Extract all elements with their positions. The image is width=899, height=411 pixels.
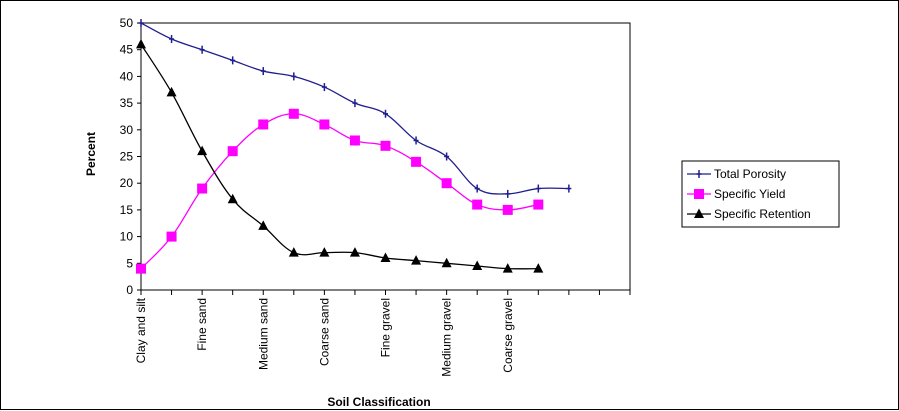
triangle-marker bbox=[319, 247, 330, 257]
plus-marker bbox=[352, 99, 358, 108]
y-tick-label: 30 bbox=[120, 123, 134, 137]
plus-marker bbox=[169, 35, 175, 44]
square-marker bbox=[227, 146, 238, 157]
square-marker bbox=[694, 189, 704, 199]
y-tick-label: 20 bbox=[120, 176, 134, 190]
square-marker bbox=[472, 199, 483, 210]
y-tick-label: 40 bbox=[120, 69, 134, 83]
plus-marker bbox=[474, 184, 480, 193]
x-category-label: Medium gravel bbox=[440, 298, 454, 377]
legend-item: Total Porosity bbox=[687, 167, 786, 181]
square-marker bbox=[411, 156, 422, 167]
legend-label: Specific Yield bbox=[714, 187, 785, 201]
x-category-label: Coarse gravel bbox=[501, 298, 515, 373]
square-marker bbox=[441, 178, 452, 189]
x-category-label: Fine gravel bbox=[379, 298, 393, 357]
x-category-label: Medium sand bbox=[256, 298, 270, 370]
triangle-marker bbox=[349, 247, 360, 257]
triangle-marker bbox=[380, 252, 391, 262]
y-tick-label: 0 bbox=[126, 283, 133, 297]
x-axis-title: Soil Classification bbox=[327, 395, 430, 409]
plus-marker bbox=[199, 45, 205, 54]
plus-marker bbox=[535, 184, 541, 193]
triangle-marker bbox=[533, 263, 544, 273]
x-axis: Clay and silt Fine sand Medium sand Coarse … bbox=[134, 290, 631, 377]
square-marker bbox=[502, 204, 513, 215]
plus-marker bbox=[566, 184, 572, 193]
plot-area-border bbox=[140, 22, 631, 291]
plus-marker bbox=[260, 67, 266, 76]
plus-marker bbox=[505, 189, 511, 198]
legend-label: Total Porosity bbox=[714, 167, 786, 181]
plus-marker bbox=[291, 72, 297, 81]
y-tick-label: 50 bbox=[120, 16, 134, 30]
triangle-marker bbox=[166, 86, 177, 97]
plus-marker bbox=[138, 19, 144, 27]
legend-item: Specific Retention bbox=[687, 207, 811, 221]
y-tick-label: 10 bbox=[120, 230, 134, 244]
plot-area bbox=[140, 22, 631, 291]
legend-item: Specific Yield bbox=[687, 187, 785, 201]
plus-marker bbox=[696, 170, 702, 178]
y-tick-label: 15 bbox=[120, 203, 134, 217]
square-marker bbox=[319, 119, 330, 130]
plus-marker bbox=[321, 83, 327, 92]
y-axis: 0 5 10 15 20 25 30 35 40 45 50 bbox=[120, 16, 141, 297]
triangle-marker bbox=[197, 145, 208, 156]
triangle-marker bbox=[258, 220, 269, 230]
triangle-marker bbox=[441, 257, 452, 268]
square-marker bbox=[197, 183, 208, 194]
triangle-marker bbox=[472, 260, 483, 270]
x-category-label: Fine sand bbox=[195, 298, 209, 351]
square-marker bbox=[288, 108, 299, 119]
legend-label: Specific Retention bbox=[714, 207, 811, 221]
square-marker bbox=[349, 135, 360, 146]
y-axis-title: Percent bbox=[84, 132, 98, 176]
y-tick-label: 25 bbox=[120, 150, 134, 164]
y-tick-label: 35 bbox=[120, 96, 134, 110]
plus-marker bbox=[230, 56, 236, 65]
x-category-label: Coarse sand bbox=[317, 298, 331, 366]
triangle-marker bbox=[288, 247, 299, 257]
legend: Total Porosity Specific Yield Specific Ret… bbox=[681, 160, 840, 228]
square-marker bbox=[166, 231, 177, 242]
triangle-marker bbox=[502, 263, 513, 273]
plus-marker bbox=[413, 136, 419, 145]
triangle-marker bbox=[694, 208, 704, 218]
x-category-label: Clay and silt bbox=[134, 297, 148, 363]
series-line bbox=[140, 22, 569, 195]
square-marker bbox=[136, 263, 146, 274]
y-tick-label: 45 bbox=[120, 43, 134, 57]
square-marker bbox=[533, 199, 544, 210]
series-line bbox=[140, 44, 539, 270]
plus-marker bbox=[444, 152, 450, 161]
triangle-marker bbox=[227, 193, 238, 204]
square-marker bbox=[258, 119, 269, 130]
square-marker bbox=[380, 140, 391, 151]
triangle-marker bbox=[411, 255, 422, 265]
triangle-marker bbox=[136, 38, 146, 49]
y-tick-label: 5 bbox=[126, 256, 133, 270]
plus-marker bbox=[383, 109, 388, 118]
series-layer bbox=[136, 19, 572, 274]
